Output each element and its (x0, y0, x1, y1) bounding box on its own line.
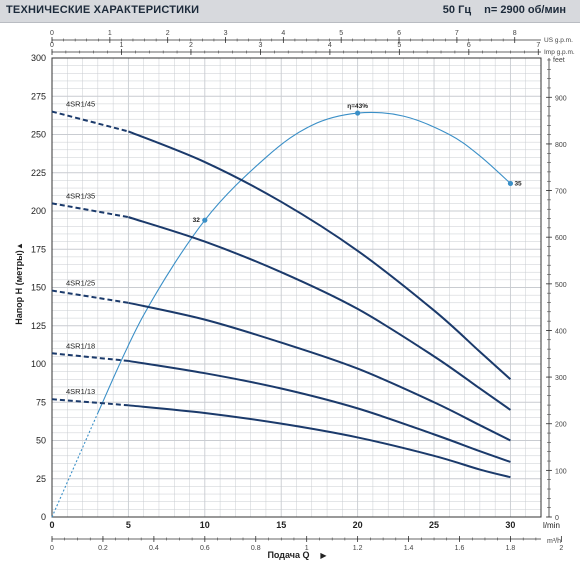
efficiency-point-label: 35 (514, 180, 522, 187)
x-tick-label: 5 (126, 520, 131, 530)
pump-curve (128, 301, 511, 442)
m3h-tick-label: 0 (50, 545, 54, 552)
us-gpm-tick-label: 5 (339, 30, 343, 37)
pump-curve-dashed (51, 110, 129, 133)
feet-tick-label: 700 (555, 189, 567, 196)
m3h-tick-label: 0.2 (98, 545, 108, 552)
x-tick-label: 25 (429, 520, 439, 530)
pump-curve (128, 404, 511, 479)
m3h-tick-label: 1.2 (353, 545, 363, 552)
feet-unit-label: feet (553, 57, 565, 64)
feet-tick-label: 300 (555, 375, 567, 382)
pump-curve (128, 359, 511, 463)
efficiency-curve (97, 111, 511, 414)
header-specs: 50 Гц n= 2900 об/мин (433, 4, 566, 16)
series-label: 4SR1/13 (66, 387, 95, 396)
us-gpm-tick-label: 1 (108, 30, 112, 37)
y-tick-label: 25 (36, 474, 46, 484)
x-axis-arrow-icon: ▶ (320, 551, 327, 560)
y-tick-label: 300 (31, 53, 46, 63)
pump-curve-dashed (51, 202, 129, 219)
m3h-tick-label: 1.8 (506, 545, 516, 552)
imp-gpm-tick-label: 5 (397, 42, 401, 49)
us-gpm-unit-label: US g.p.m. (544, 37, 573, 44)
y-tick-label: 175 (31, 244, 46, 254)
imp-gpm-tick-label: 1 (120, 42, 124, 49)
x-tick-label: 15 (276, 520, 286, 530)
imp-gpm-tick-label: 0 (50, 42, 54, 49)
imp-gpm-unit-label: Imp g.p.m. (544, 49, 575, 56)
m3h-tick-label: 1.6 (455, 545, 465, 552)
y-tick-label: 0 (41, 512, 46, 522)
us-gpm-tick-label: 8 (513, 30, 517, 37)
x-tick-label: 30 (505, 520, 515, 530)
feet-tick-label: 500 (555, 282, 567, 289)
m3h-tick-label: 0.6 (200, 545, 210, 552)
y-tick-label: 125 (31, 321, 46, 331)
x-tick-label: 20 (353, 520, 363, 530)
y-tick-label: 100 (31, 359, 46, 369)
pump-curve-dashed (51, 398, 129, 407)
efficiency-point (202, 217, 208, 223)
header-bar: ТЕХНИЧЕСКИЕ ХАРАКТЕРИСТИКИ 50 Гц n= 2900… (0, 0, 580, 23)
efficiency-peak-label: η=43% (347, 103, 368, 110)
imp-gpm-tick-label: 3 (258, 42, 262, 49)
series-label: 4SR1/25 (66, 279, 95, 288)
us-gpm-tick-label: 6 (397, 30, 401, 37)
series-label: 4SR1/18 (66, 341, 95, 350)
feet-tick-label: 900 (555, 95, 567, 102)
m3h-tick-label: 1.4 (404, 545, 414, 552)
y-tick-label: 250 (31, 130, 46, 140)
us-gpm-tick-label: 7 (455, 30, 459, 37)
m3h-tick-label: 1 (305, 545, 309, 552)
header-title: ТЕХНИЧЕСКИЕ ХАРАКТЕРИСТИКИ (6, 4, 200, 16)
feet-tick-label: 100 (555, 468, 567, 475)
header-speed: n= 2900 об/мин (484, 4, 566, 16)
imp-gpm-tick-label: 4 (328, 42, 332, 49)
us-gpm-tick-label: 2 (166, 30, 170, 37)
feet-tick-label: 800 (555, 142, 567, 149)
y-axis-arrow-icon: ▲ (15, 242, 24, 250)
x-tick-label: 0 (49, 520, 54, 530)
pump-curve (128, 216, 512, 411)
y-tick-label: 75 (36, 397, 46, 407)
x-tick-label: 10 (200, 520, 210, 530)
plot-frame (51, 57, 542, 518)
m3h-tick-label: 0.4 (149, 545, 159, 552)
imp-gpm-tick-label: 7 (536, 42, 540, 49)
feet-tick-label: 600 (555, 235, 567, 242)
efficiency-curve-dotted (51, 412, 99, 518)
imp-gpm-tick-label: 6 (467, 42, 471, 49)
feet-tick-label: 0 (555, 515, 559, 522)
y-tick-label: 150 (31, 283, 46, 293)
efficiency-point (355, 110, 361, 116)
pump-curve-dashed (51, 289, 129, 304)
efficiency-point-label: 32 (193, 217, 201, 224)
pump-curve-dashed (51, 352, 129, 362)
m3h-tick-label: 0.8 (251, 545, 261, 552)
efficiency-point (507, 180, 514, 187)
us-gpm-tick-label: 4 (281, 30, 285, 37)
header-frequency: 50 Гц (442, 4, 472, 16)
x-unit-label: l/min (543, 521, 560, 530)
imp-gpm-tick-label: 2 (189, 42, 193, 49)
pump-curve (128, 130, 512, 381)
y-tick-label: 200 (31, 206, 46, 216)
series-label: 4SR1/35 (66, 191, 95, 200)
y-tick-label: 50 (36, 436, 46, 446)
y-tick-label: 225 (31, 168, 46, 178)
series-label: 4SR1/45 (66, 100, 95, 109)
us-gpm-tick-label: 3 (224, 30, 228, 37)
x-axis-title: Подача Q (267, 550, 309, 560)
y-tick-label: 275 (31, 91, 46, 101)
feet-tick-label: 200 (555, 422, 567, 429)
y-axis-title: Напор H (метры) (14, 250, 24, 325)
us-gpm-tick-label: 0 (50, 30, 54, 37)
feet-tick-label: 400 (555, 328, 567, 335)
m3h-unit-label: m³/h (547, 538, 561, 545)
m3h-tick-label: 2 (559, 545, 563, 552)
